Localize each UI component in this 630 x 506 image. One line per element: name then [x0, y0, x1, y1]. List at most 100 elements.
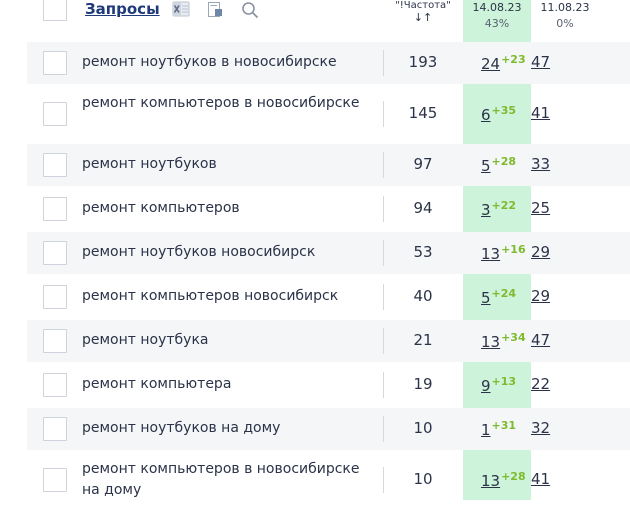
position-current-link[interactable]: 13+34	[481, 331, 526, 351]
position-change-badge: +13	[491, 375, 517, 388]
row-checkbox[interactable]	[43, 241, 67, 265]
table-row[interactable]: ремонт ноутбуков 97 5+28 33	[27, 144, 630, 186]
column-divider	[383, 240, 384, 266]
column-divider	[383, 372, 384, 398]
date-label: 14.08.23	[472, 1, 522, 14]
position-previous-link[interactable]: 32	[531, 419, 551, 437]
row-checkbox[interactable]	[43, 51, 67, 75]
row-checkbox[interactable]	[43, 417, 67, 441]
position-previous-link[interactable]: 22	[531, 375, 551, 393]
position-current-link[interactable]: 9+13	[481, 375, 516, 395]
frequency-value: 53	[413, 243, 433, 261]
frequency-column-header[interactable]: "!Частота" ↓↑	[388, 0, 458, 24]
date-percent: 43%	[484, 17, 510, 30]
position-current-value: 5	[481, 289, 491, 307]
row-checkbox[interactable]	[43, 153, 67, 177]
column-divider	[383, 101, 384, 127]
search-icon[interactable]	[241, 1, 259, 19]
table-header: Запросы "!Частота" ↓↑ 14.08.23 43% 11.08…	[0, 0, 630, 40]
column-divider	[383, 196, 384, 222]
column-divider	[383, 284, 384, 310]
column-divider	[383, 467, 384, 493]
frequency-value: 193	[408, 53, 438, 71]
position-previous-link[interactable]: 29	[531, 243, 551, 261]
select-all-checkbox[interactable]	[43, 0, 67, 21]
position-previous-link[interactable]: 41	[531, 104, 551, 122]
position-previous-link[interactable]: 41	[531, 470, 551, 488]
table-row[interactable]: ремонт ноутбуков новосибирск 53 13+16 29	[27, 232, 630, 274]
position-current-value: 1	[481, 421, 491, 439]
query-text: ремонт компьютеров новосибирск	[82, 288, 339, 304]
frequency-value: 19	[413, 375, 433, 393]
position-current-value: 6	[481, 106, 491, 124]
column-divider	[383, 416, 384, 442]
frequency-value: 40	[413, 287, 433, 305]
table-row[interactable]: ремонт ноутбуков на дому 10 1+31 32	[27, 408, 630, 450]
position-change-badge: +16	[501, 243, 526, 256]
position-current-link[interactable]: 24+23	[481, 53, 526, 73]
date-percent: 0%	[556, 17, 574, 30]
position-change-badge: +28	[491, 155, 517, 168]
frequency-value: 97	[413, 155, 433, 173]
position-current-value: 13	[481, 333, 501, 351]
position-previous-link[interactable]: 33	[531, 155, 551, 173]
frequency-label: "!Частота"	[395, 0, 451, 11]
position-current-value: 3	[481, 201, 491, 219]
position-current-link[interactable]: 5+24	[481, 287, 516, 307]
row-checkbox[interactable]	[43, 102, 67, 126]
column-divider	[383, 152, 384, 178]
excel-export-icon[interactable]	[172, 1, 190, 17]
table-row[interactable]: ремонт ноутбуков в новосибирске 193 24+23 4…	[27, 42, 630, 84]
query-text: ремонт ноутбуков новосибирск	[82, 244, 316, 260]
position-current-link[interactable]: 13+16	[481, 243, 526, 263]
query-text: ремонт ноутбуков в новосибирске	[82, 54, 337, 70]
position-change-badge: +35	[491, 104, 517, 117]
column-divider	[383, 328, 384, 354]
query-text: ремонт компьютеров	[82, 200, 240, 216]
position-previous-link[interactable]: 29	[531, 287, 551, 305]
position-current-link[interactable]: 3+22	[481, 199, 516, 219]
date-column-header-current[interactable]: 14.08.23 43%	[463, 0, 531, 32]
table-row[interactable]: ремонт ноутбука 21 13+34 47	[27, 320, 630, 362]
table-row[interactable]: ремонт компьютеров 94 3+22 25	[27, 188, 630, 230]
date-label: 11.08.23	[540, 1, 590, 14]
table-row[interactable]: ремонт компьютера 19 9+13 22	[27, 364, 630, 406]
position-change-badge: +28	[501, 470, 526, 483]
date-column-header-previous[interactable]: 11.08.23 0%	[531, 0, 599, 32]
query-text: ремонт ноутбуков	[82, 156, 217, 172]
query-text: ремонт ноутбуков на дому	[82, 420, 281, 436]
position-previous-link[interactable]: 47	[531, 331, 551, 349]
position-current-link[interactable]: 6+35	[481, 104, 516, 124]
position-current-link[interactable]: 1+31	[481, 419, 516, 439]
query-text: ремонт компьютера	[82, 376, 232, 392]
query-text: ремонт компьютеров в новосибирске	[82, 95, 360, 111]
table-row[interactable]: ремонт компьютеров в новосибирске на дом…	[27, 454, 630, 506]
row-checkbox[interactable]	[43, 285, 67, 309]
position-current-value: 13	[481, 472, 501, 490]
frequency-value: 21	[413, 331, 433, 349]
row-checkbox[interactable]	[43, 329, 67, 353]
table-row[interactable]: ремонт компьютеров новосибирск 40 5+24 29	[27, 276, 630, 318]
position-change-badge: +34	[501, 331, 526, 344]
sort-icon[interactable]: ↓↑	[413, 11, 433, 24]
position-previous-link[interactable]: 47	[531, 53, 551, 71]
position-current-value: 5	[481, 157, 491, 175]
frequency-value: 10	[413, 419, 433, 437]
row-checkbox[interactable]	[43, 373, 67, 397]
position-current-value: 13	[481, 245, 501, 263]
table-row[interactable]: ремонт компьютеров в новосибирске 145 6+35…	[27, 88, 630, 140]
document-filter-icon[interactable]	[207, 1, 223, 18]
frequency-value: 10	[413, 470, 433, 488]
position-current-link[interactable]: 5+28	[481, 155, 516, 175]
query-text: ремонт компьютеров в новосибирске на дом…	[82, 461, 360, 498]
queries-column-title[interactable]: Запросы	[85, 0, 160, 18]
position-previous-link[interactable]: 25	[531, 199, 551, 217]
position-change-badge: +22	[491, 199, 517, 212]
position-change-badge: +23	[501, 53, 526, 66]
position-change-badge: +24	[491, 287, 517, 300]
row-checkbox[interactable]	[43, 197, 67, 221]
position-current-link[interactable]: 13+28	[481, 470, 526, 490]
frequency-value: 145	[408, 104, 438, 122]
row-checkbox[interactable]	[43, 468, 67, 492]
position-current-value: 9	[481, 377, 491, 395]
